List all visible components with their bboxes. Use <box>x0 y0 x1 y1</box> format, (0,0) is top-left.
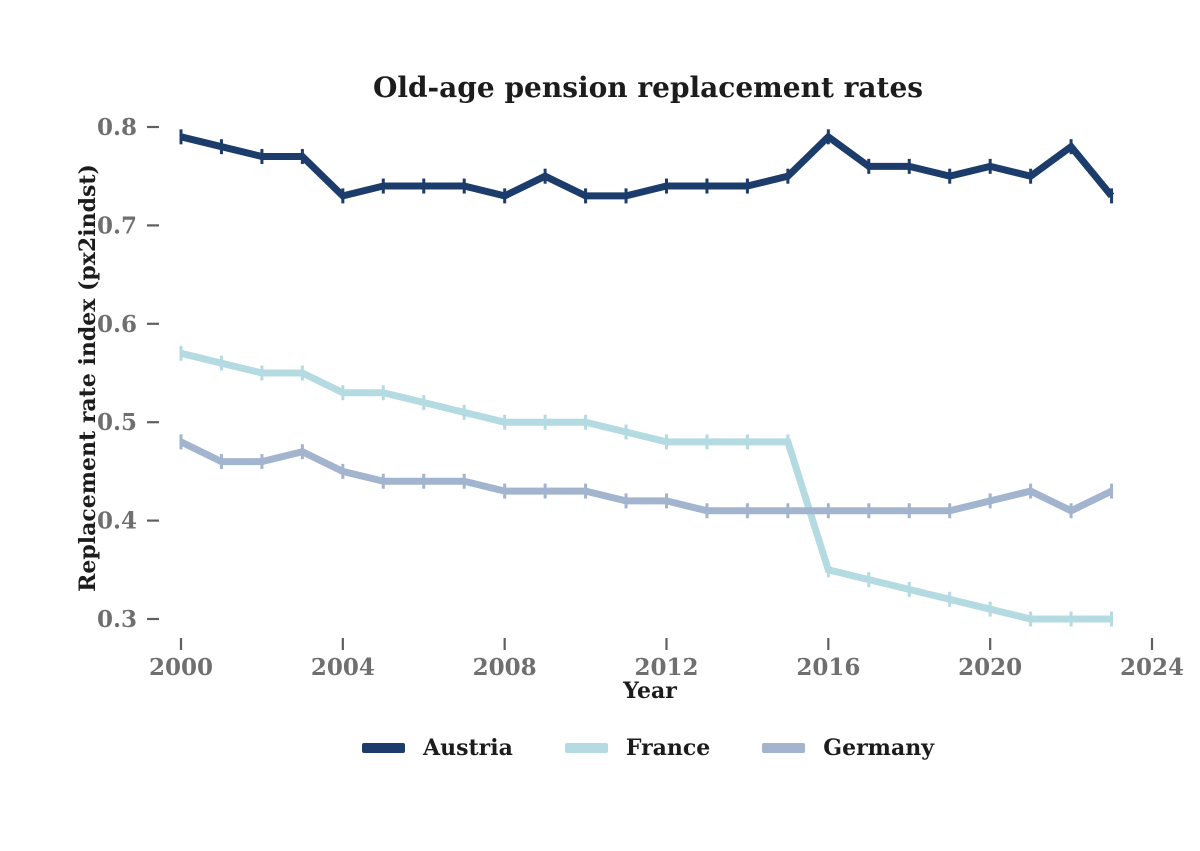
series-line-germany <box>179 438 1114 515</box>
y-axis-label: Replacement rate index (px2indst) <box>75 164 101 592</box>
y-tick-label: 0.7 <box>97 212 137 239</box>
y-tick-label: 0.4 <box>97 508 137 535</box>
legend-swatch-germany <box>762 743 806 753</box>
legend-label-france: France <box>625 735 711 761</box>
x-tick-label: 2012 <box>634 654 698 681</box>
legend-label-austria: Austria <box>423 735 513 761</box>
legend-swatch-austria <box>362 743 406 753</box>
y-tick-label: 0.3 <box>97 606 137 633</box>
y-tick-label: 0.8 <box>97 114 137 141</box>
legend-item-austria: Austria <box>362 735 513 761</box>
x-axis-label: Year <box>623 678 677 704</box>
series-line-austria <box>180 132 1115 200</box>
y-tick-label: 0.6 <box>97 311 137 338</box>
legend-item-france: France <box>564 735 711 761</box>
series-line-france <box>180 349 1112 623</box>
chart-title: Old-age pension replacement rates <box>372 71 924 104</box>
legend-label-germany: Germany <box>823 735 934 761</box>
x-tick-label: 2004 <box>311 654 375 681</box>
legend-item-germany: Germany <box>762 735 934 761</box>
legend: Austria France Germany <box>362 735 934 761</box>
x-tick-label: 2000 <box>149 654 213 681</box>
x-tick-label: 2016 <box>796 654 860 681</box>
x-tick-label: 2024 <box>1120 654 1184 681</box>
x-tick-label: 2008 <box>473 654 537 681</box>
x-tick-label: 2020 <box>958 654 1022 681</box>
y-tick-label: 0.5 <box>97 409 137 436</box>
legend-swatch-france <box>564 743 608 753</box>
